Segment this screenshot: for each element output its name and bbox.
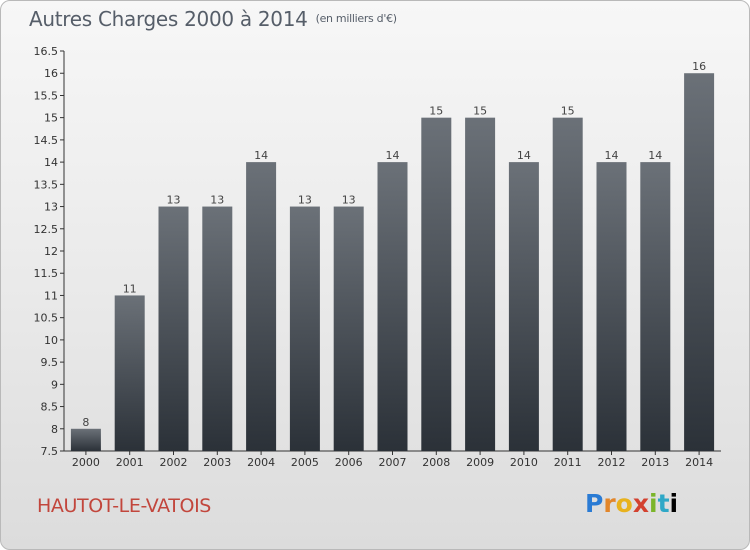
x-tick-label: 2011 — [554, 456, 582, 469]
bar-value-label: 14 — [648, 149, 662, 162]
y-tick-label: 11 — [44, 289, 58, 302]
chart-subtitle: (en milliers d'€) — [315, 12, 397, 25]
y-tick-label: 16.5 — [34, 45, 59, 58]
y-tick-label: 14 — [44, 156, 58, 169]
bar — [377, 162, 408, 451]
y-tick-label: 12 — [44, 245, 58, 258]
x-tick-label: 2003 — [203, 456, 231, 469]
x-tick-label: 2004 — [247, 456, 275, 469]
bar — [684, 73, 715, 451]
bar — [552, 117, 583, 452]
bar-value-label: 14 — [517, 149, 531, 162]
y-tick-label: 8 — [51, 423, 58, 436]
bar-value-label: 13 — [210, 194, 224, 207]
y-tick-label: 12.5 — [34, 223, 59, 236]
y-tick-label: 8.5 — [41, 401, 59, 414]
bar-value-label: 8 — [82, 416, 89, 429]
bar — [70, 428, 101, 451]
x-tick-label: 2001 — [116, 456, 144, 469]
x-tick-label: 2002 — [160, 456, 188, 469]
proxiti-logo: Proxiti — [585, 489, 679, 518]
bar — [202, 206, 233, 451]
bar — [421, 117, 452, 452]
bar-value-label: 14 — [386, 149, 400, 162]
x-tick-label: 2000 — [72, 456, 100, 469]
y-tick-label: 10.5 — [34, 312, 59, 325]
y-tick-label: 9 — [51, 378, 58, 391]
y-tick-label: 14.5 — [34, 134, 59, 147]
bar — [289, 206, 320, 451]
y-tick-label: 9.5 — [41, 356, 59, 369]
x-tick-label: 2010 — [510, 456, 538, 469]
x-tick-label: 2007 — [379, 456, 407, 469]
bar — [640, 162, 671, 451]
x-tick-label: 2009 — [466, 456, 494, 469]
bar — [333, 206, 364, 451]
y-tick-label: 7.5 — [41, 445, 59, 458]
bar-value-label: 15 — [561, 105, 575, 118]
bar-value-label: 11 — [123, 282, 137, 295]
bar-value-label: 14 — [605, 149, 619, 162]
chart-title-line: Autres Charges 2000 à 2014 (en milliers d… — [29, 7, 397, 31]
x-tick-label: 2008 — [422, 456, 450, 469]
bar-value-label: 13 — [167, 194, 181, 207]
y-tick-label: 11.5 — [34, 267, 59, 280]
y-tick-label: 16 — [44, 67, 58, 80]
bar — [508, 162, 539, 451]
x-tick-label: 2013 — [641, 456, 669, 469]
bar-value-label: 15 — [429, 105, 443, 118]
bar-value-label: 15 — [473, 105, 487, 118]
bar — [158, 206, 189, 451]
bar — [114, 295, 145, 451]
town-name: HAUTOT-LE-VATOIS — [37, 495, 211, 517]
y-tick-label: 15.5 — [34, 89, 59, 102]
bar — [246, 162, 277, 451]
bar — [596, 162, 627, 451]
x-tick-label: 2005 — [291, 456, 319, 469]
y-tick-label: 13 — [44, 201, 58, 214]
chart-title: Autres Charges 2000 à 2014 — [29, 7, 308, 31]
bar-value-label: 16 — [692, 60, 706, 73]
bar — [465, 117, 496, 452]
bar-value-label: 13 — [298, 194, 312, 207]
bar-value-label: 13 — [342, 194, 356, 207]
bar-value-label: 14 — [254, 149, 268, 162]
y-tick-label: 13.5 — [34, 178, 59, 191]
y-tick-label: 15 — [44, 112, 58, 125]
y-tick-label: 10 — [44, 334, 58, 347]
x-tick-label: 2006 — [335, 456, 363, 469]
x-tick-label: 2014 — [685, 456, 713, 469]
x-tick-label: 2012 — [598, 456, 626, 469]
